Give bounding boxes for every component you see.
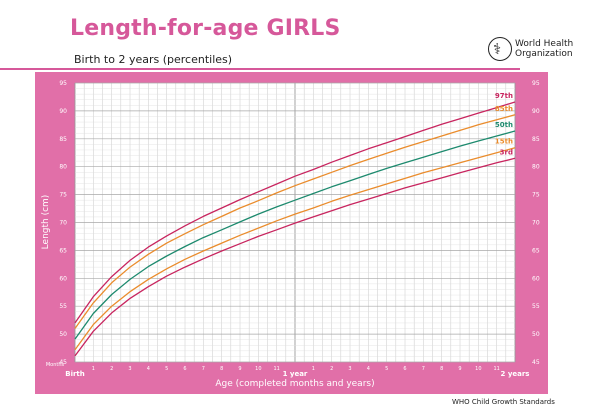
y-tick-label-left: 45 (59, 359, 67, 366)
y-tick-label-right: 80 (532, 164, 540, 171)
y-tick-labels: 45 45 50 50 55 55 60 60 65 65 70 70 75 75 80 80 85 85 90 90… (59, 80, 539, 366)
x-tick-label: 1 (312, 366, 315, 372)
y-tick-label-left: 50 (59, 331, 67, 338)
series-line-97th (74, 101, 516, 324)
x-tick-label: 10 (475, 366, 481, 372)
y-tick-label-left: 65 (59, 247, 67, 254)
y-tick-label-right: 65 (532, 247, 540, 254)
y-axis-label: Length (cm) (41, 195, 51, 250)
who-logo-line2: Organization (515, 49, 573, 59)
series-labels: 97th 85th 50th 15th 3rd (495, 92, 513, 156)
x-tick-label: 2 (110, 366, 113, 372)
x-tick-label: 4 (367, 366, 370, 372)
x-tick-label: 6 (183, 366, 186, 372)
y-tick-label-right: 85 (532, 136, 540, 143)
y-tick-label-right: 75 (532, 192, 540, 199)
footer-source: WHO Child Growth Standards (452, 398, 555, 406)
x-tick-label: 5 (165, 366, 168, 372)
x-tick-label: 9 (238, 366, 241, 372)
x-tick-label: 1 year (283, 370, 308, 378)
y-tick-label-right: 60 (532, 275, 540, 282)
y-tick-label-right: 95 (532, 80, 540, 87)
x-tick-label: 7 (202, 366, 205, 372)
percentile-lines (74, 101, 516, 357)
x-tick-label: 11 (273, 366, 279, 372)
x-tick-label: Birth (65, 370, 85, 378)
y-tick-label-left: 70 (59, 220, 67, 227)
who-emblem-icon (488, 37, 512, 61)
y-tick-label-left: 55 (59, 303, 67, 310)
y-tick-label-right: 45 (532, 359, 540, 366)
x-units-label: Months (46, 362, 65, 368)
series-label-50th: 50th (495, 121, 513, 129)
y-tick-label-right: 55 (532, 303, 540, 310)
series-label-97th: 97th (495, 92, 513, 100)
y-tick-label-right: 90 (532, 108, 540, 115)
series-line-50th (74, 130, 516, 340)
x-tick-label: 8 (220, 366, 223, 372)
y-tick-label-left: 95 (59, 80, 67, 87)
y-tick-label-right: 70 (532, 220, 540, 227)
x-tick-label: 11 (493, 366, 499, 372)
y-tick-label-right: 50 (532, 331, 540, 338)
x-tick-label: 6 (403, 366, 406, 372)
y-tick-label-left: 80 (59, 164, 67, 171)
x-tick-label: 2 years (501, 370, 530, 378)
series-line-85th (74, 114, 516, 329)
x-tick-label: 8 (440, 366, 443, 372)
x-tick-label: 3 (348, 366, 351, 372)
x-tick-label: 10 (255, 366, 261, 372)
who-logo-line1: World Health (515, 39, 574, 49)
x-tick-label: 7 (422, 366, 425, 372)
y-tick-label-left: 60 (59, 275, 67, 282)
page-title: Length-for-age GIRLS (70, 16, 341, 41)
x-tick-label: 3 (128, 366, 131, 372)
series-line-3rd (74, 157, 516, 357)
y-tick-label-left: 90 (59, 108, 67, 115)
series-label-85th: 85th (495, 105, 513, 113)
x-tick-label: 1 (92, 366, 95, 372)
series-label-15th: 15th (495, 138, 513, 146)
y-tick-label-left: 75 (59, 192, 67, 199)
who-logo: World Health Organization (488, 35, 588, 69)
page-subtitle: Birth to 2 years (percentiles) (74, 53, 233, 66)
x-tick-label: 2 (330, 366, 333, 372)
series-line-15th (74, 147, 516, 351)
y-tick-label-left: 85 (59, 136, 67, 143)
x-tick-label: 4 (147, 366, 150, 372)
subtitle-underline (0, 50, 520, 70)
x-tick-label: 9 (458, 366, 461, 372)
x-axis-label: Age (completed months and years) (215, 379, 374, 389)
x-tick-label: 5 (385, 366, 388, 372)
series-label-3rd: 3rd (500, 148, 513, 156)
